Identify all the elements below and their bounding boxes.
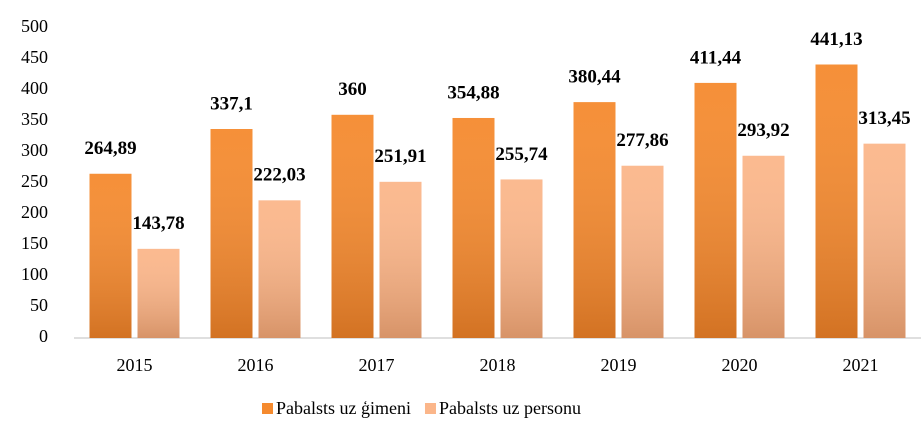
y-tick-label: 100 — [21, 264, 48, 284]
bar — [815, 64, 858, 339]
legend-label: Pabalsts uz ģimeni — [276, 398, 411, 418]
x-tick-label: 2016 — [238, 355, 274, 375]
bar — [573, 102, 616, 338]
value-label: 313,45 — [858, 108, 910, 129]
bar — [379, 181, 422, 338]
bar — [258, 200, 301, 338]
legend-label: Pabalsts uz personu — [439, 398, 581, 418]
legend-swatch — [262, 403, 273, 414]
x-tick-label: 2018 — [480, 355, 516, 375]
value-label: 337,1 — [210, 93, 253, 114]
value-label: 441,13 — [810, 29, 862, 50]
value-label: 222,03 — [253, 165, 305, 186]
x-tick-label: 2017 — [359, 355, 395, 375]
value-label: 354,88 — [447, 82, 499, 103]
x-tick-label: 2021 — [843, 355, 879, 375]
x-tick-label: 2019 — [601, 355, 637, 375]
bar — [621, 165, 664, 338]
bar — [210, 128, 253, 338]
y-tick-label: 0 — [39, 326, 48, 346]
value-label: 251,91 — [374, 146, 426, 167]
legend-swatch — [424, 403, 436, 414]
y-tick-label: 200 — [21, 202, 48, 222]
y-tick-label: 50 — [30, 295, 48, 315]
bar — [137, 248, 180, 338]
bar — [863, 143, 906, 338]
y-tick-label: 500 — [21, 16, 48, 36]
value-label: 411,44 — [690, 47, 742, 68]
value-label: 380,44 — [568, 66, 621, 87]
bar — [331, 114, 374, 338]
bar — [89, 173, 132, 338]
value-label: 277,86 — [616, 130, 668, 151]
bar — [452, 117, 495, 339]
bar — [500, 179, 543, 338]
bar — [742, 155, 785, 338]
y-tick-label: 250 — [21, 171, 48, 191]
y-tick-label: 400 — [21, 78, 48, 98]
value-label: 293,92 — [737, 120, 789, 141]
value-label: 264,89 — [84, 138, 136, 159]
y-tick-label: 350 — [21, 109, 48, 129]
bar — [694, 82, 737, 339]
value-label: 255,74 — [495, 144, 548, 165]
y-tick-label: 450 — [21, 47, 48, 67]
x-tick-label: 2015 — [117, 355, 153, 375]
value-label: 143,78 — [132, 213, 184, 234]
y-tick-label: 150 — [21, 233, 48, 253]
y-tick-label: 300 — [21, 140, 48, 160]
value-label: 360 — [338, 79, 367, 100]
x-tick-label: 2020 — [722, 355, 758, 375]
